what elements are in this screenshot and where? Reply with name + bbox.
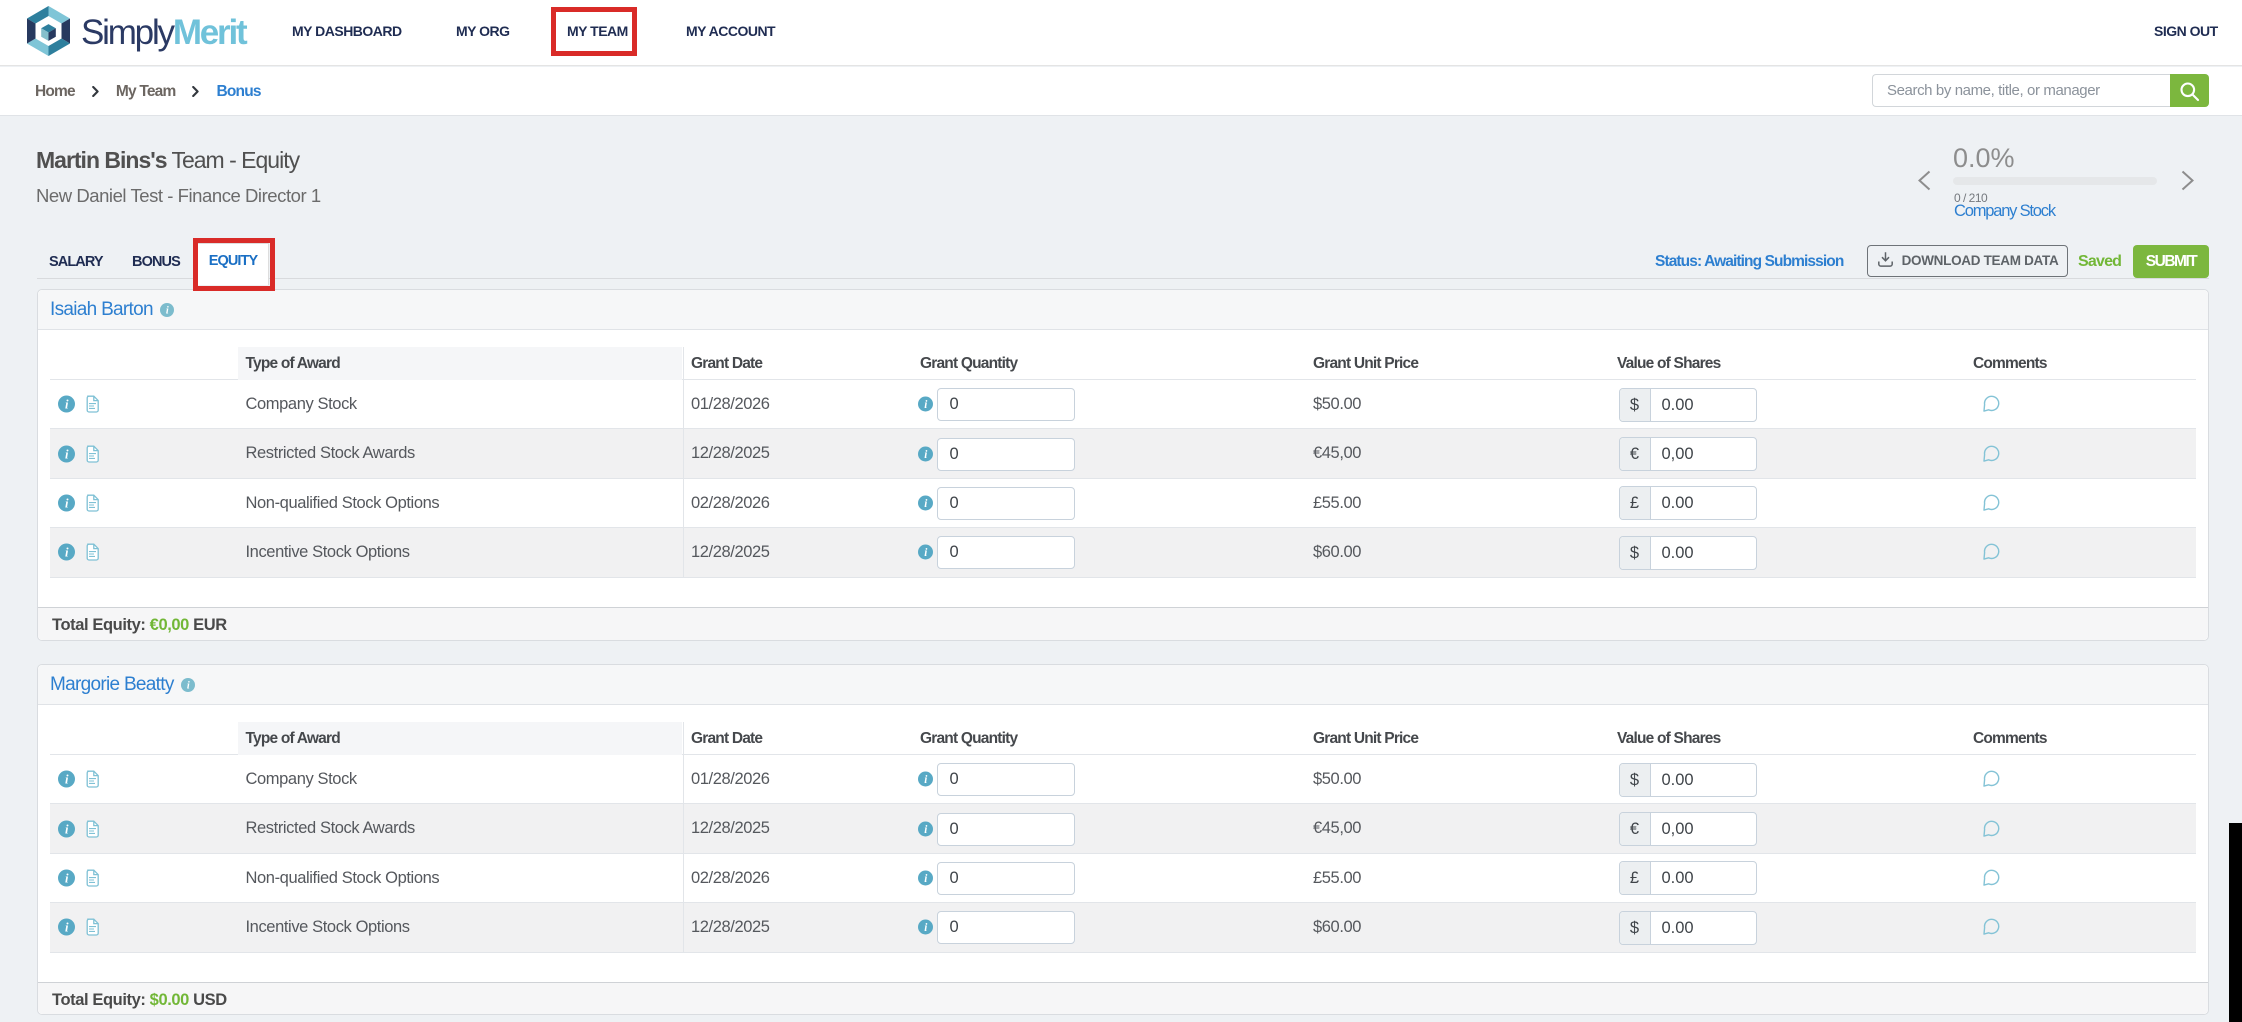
svg-text:i: i: [924, 399, 928, 411]
svg-text:i: i: [924, 922, 928, 934]
svg-text:i: i: [65, 496, 69, 510]
svg-text:i: i: [65, 822, 69, 836]
svg-text:i: i: [65, 921, 69, 935]
svg-text:i: i: [65, 546, 69, 560]
svg-text:i: i: [65, 447, 69, 461]
svg-text:i: i: [65, 772, 69, 786]
svg-text:i: i: [166, 306, 169, 317]
svg-text:i: i: [924, 873, 928, 885]
svg-text:i: i: [924, 448, 928, 460]
svg-text:i: i: [65, 397, 69, 411]
svg-text:i: i: [924, 498, 928, 510]
svg-text:i: i: [924, 774, 928, 786]
svg-text:i: i: [186, 681, 189, 692]
svg-text:i: i: [924, 823, 928, 835]
svg-text:i: i: [924, 547, 928, 559]
svg-text:i: i: [65, 871, 69, 885]
